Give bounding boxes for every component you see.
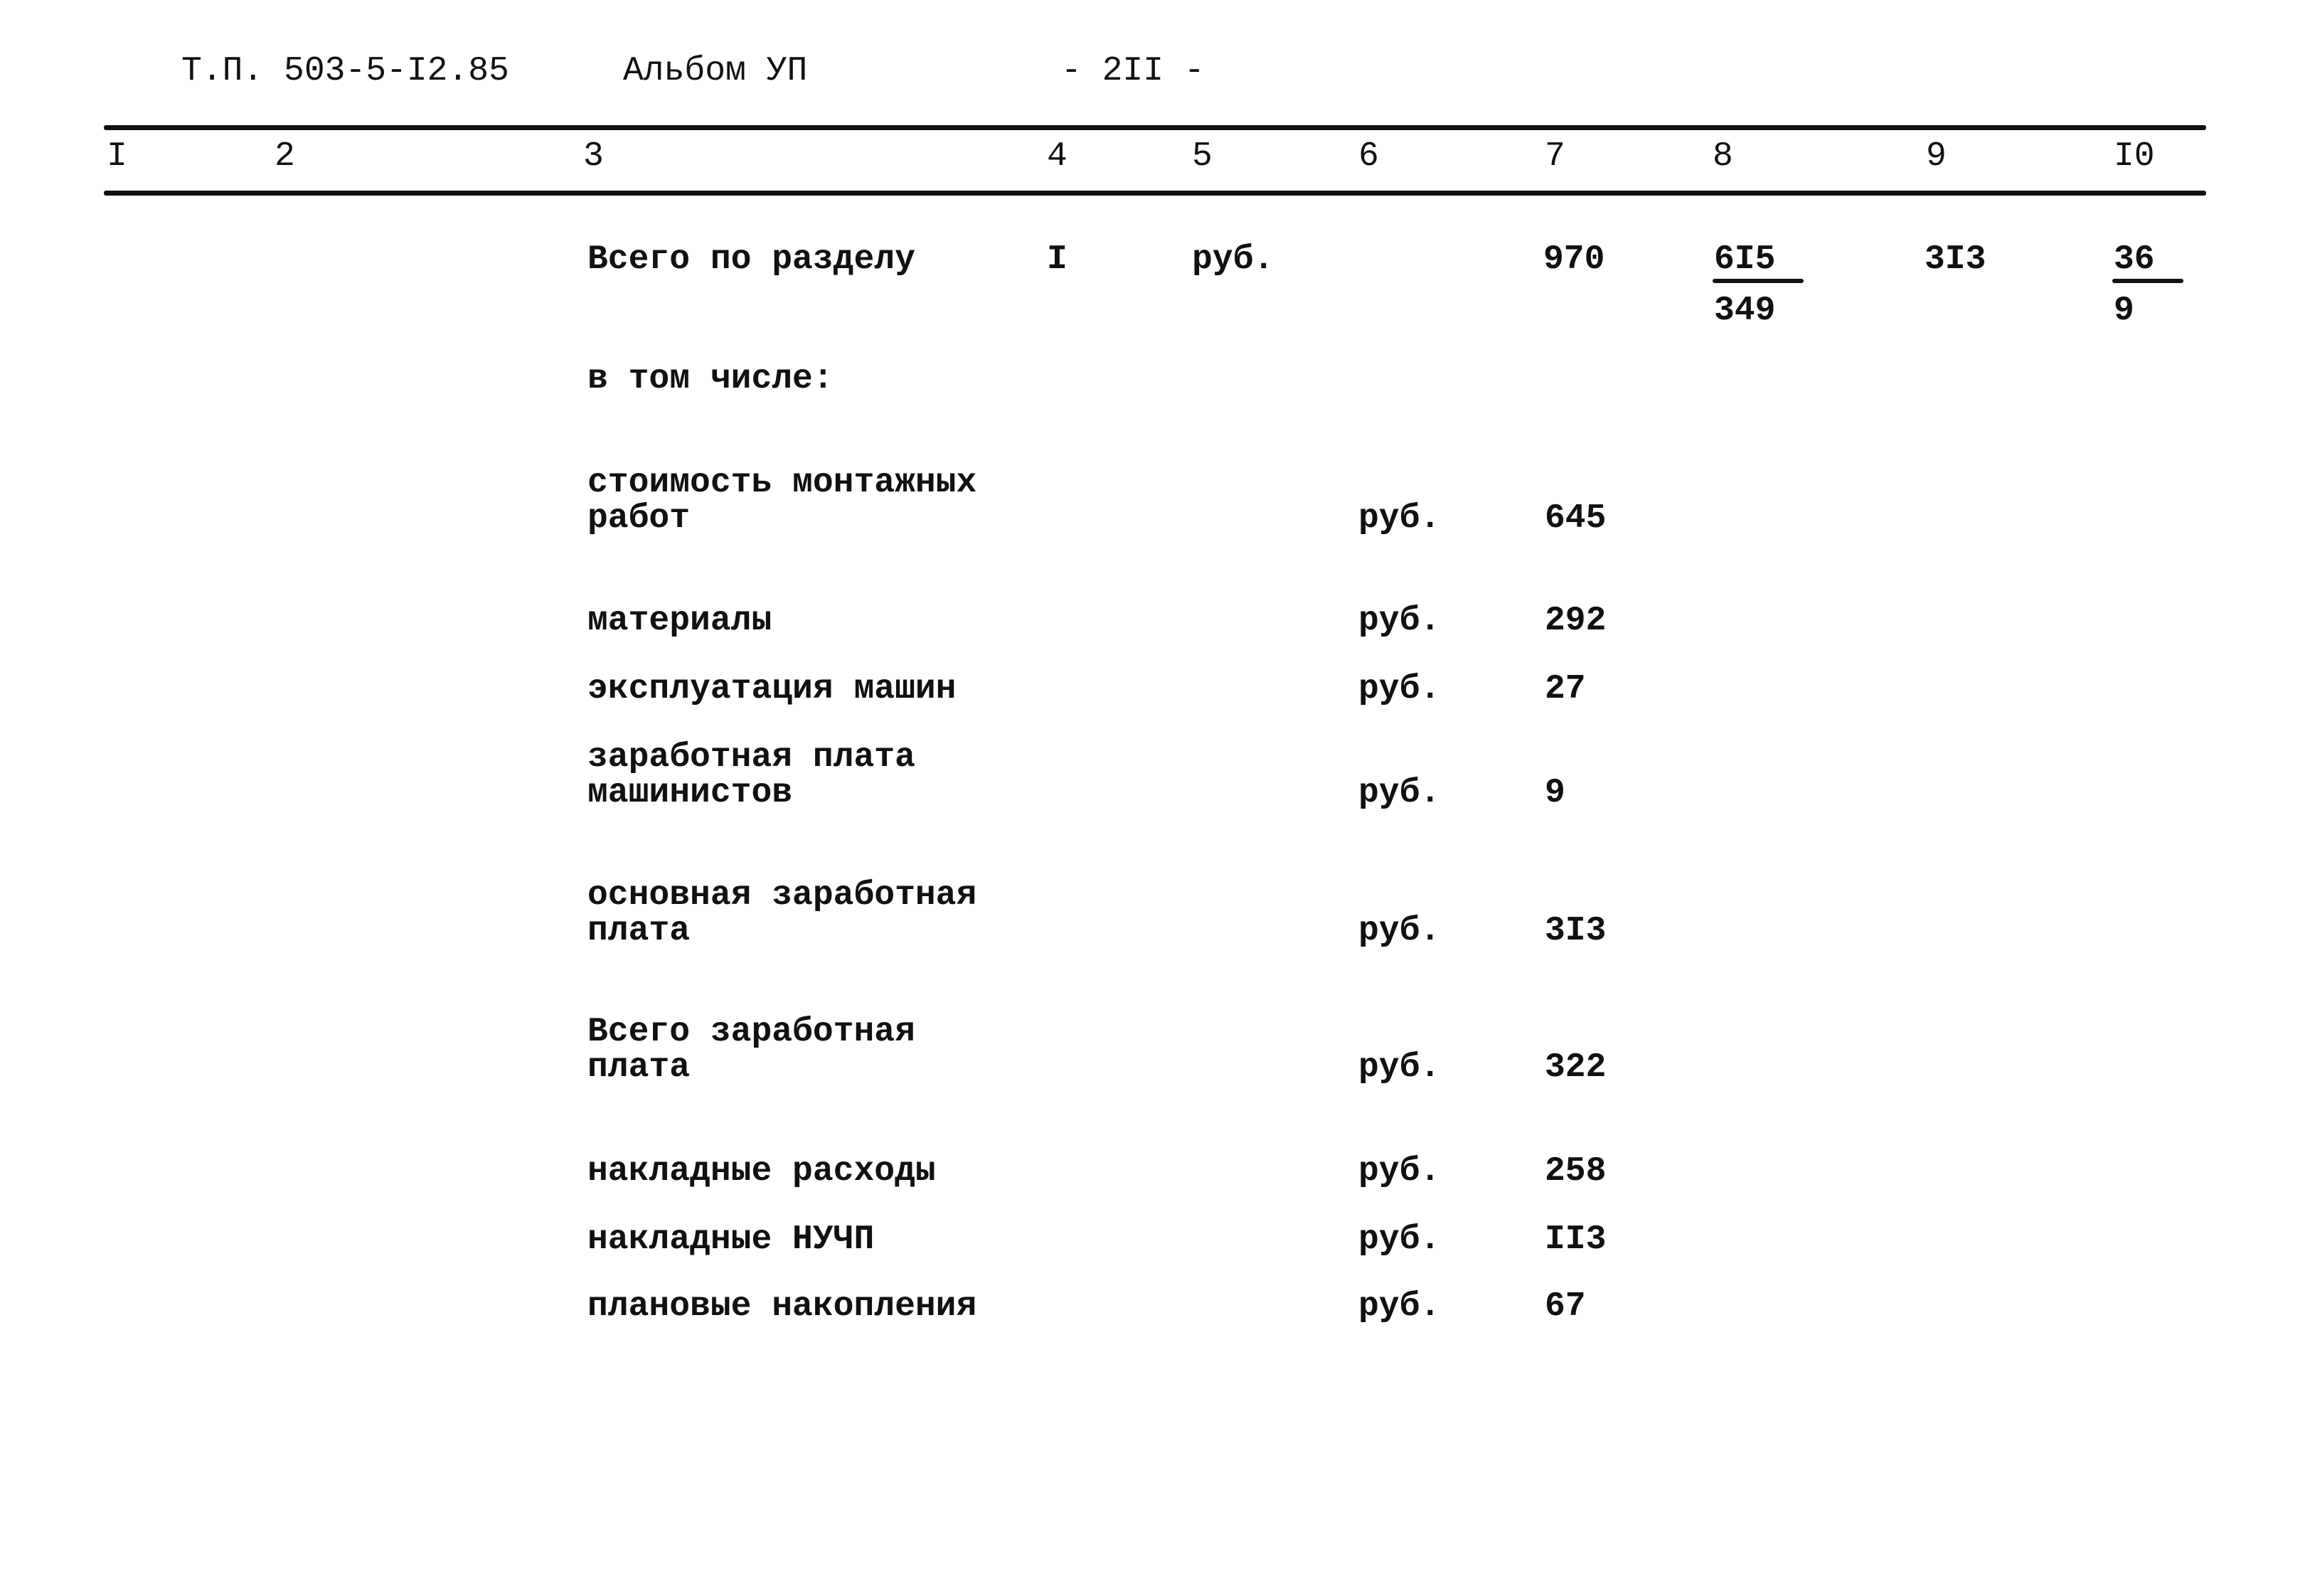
total-col4: I — [1047, 240, 1068, 279]
item-label: основная заработная — [587, 876, 977, 915]
fraction-bar — [2112, 279, 2183, 283]
item-label: накладные НУЧП — [587, 1220, 875, 1259]
total-col8-denominator: 349 — [1714, 292, 1776, 330]
total-label: Всего по разделу — [587, 240, 915, 279]
column-number: 6 — [1358, 137, 1379, 176]
column-number: 4 — [1047, 137, 1068, 176]
item-value: 9 — [1545, 774, 1565, 812]
item-value: 258 — [1545, 1152, 1607, 1191]
item-unit: руб. — [1358, 1048, 1441, 1087]
item-label: стоимость монтажных — [587, 464, 977, 502]
total-col9: 3I3 — [1925, 240, 1986, 279]
item-label-continued: машинистов — [587, 774, 793, 812]
item-value: II3 — [1545, 1220, 1607, 1259]
column-number: 3 — [583, 137, 604, 176]
item-value: 645 — [1545, 499, 1607, 538]
total-col7: 970 — [1543, 240, 1605, 279]
header-bottom-rule — [104, 191, 2206, 196]
item-label-continued: плата — [587, 912, 691, 950]
column-number: 7 — [1545, 137, 1565, 176]
doc-code: Т.П. 503-5-I2.85 — [181, 52, 509, 90]
item-unit: руб. — [1358, 1220, 1441, 1259]
item-unit: руб. — [1358, 774, 1441, 812]
header-top-rule — [104, 125, 2206, 130]
column-number: 2 — [275, 137, 295, 176]
total-col10-numerator: 36 — [2114, 240, 2155, 279]
total-unit: руб. — [1192, 240, 1274, 279]
item-label-continued: работ — [587, 499, 691, 538]
including-label: в том числе: — [587, 360, 834, 398]
item-value: 292 — [1545, 602, 1607, 640]
item-unit: руб. — [1358, 602, 1441, 640]
item-label: Всего заработная — [587, 1013, 915, 1051]
total-col10-denominator: 9 — [2114, 292, 2134, 330]
page-number: - 2II - — [1061, 52, 1205, 90]
item-value: 27 — [1545, 670, 1586, 708]
item-value: 3I3 — [1545, 912, 1607, 950]
item-unit: руб. — [1358, 1287, 1441, 1326]
column-number: 5 — [1192, 137, 1213, 176]
item-label: накладные расходы — [587, 1152, 936, 1191]
item-label-continued: плата — [587, 1048, 691, 1087]
column-number: 9 — [1926, 137, 1947, 176]
item-unit: руб. — [1358, 670, 1441, 708]
item-unit: руб. — [1358, 1152, 1441, 1191]
fraction-bar — [1713, 279, 1804, 283]
item-label: материалы — [587, 602, 772, 640]
item-unit: руб. — [1358, 499, 1441, 538]
item-label: эксплуатация машин — [587, 670, 957, 708]
item-value: 322 — [1545, 1048, 1607, 1087]
item-label: плановые накопления — [587, 1287, 977, 1326]
album-label: Альбом УП — [623, 52, 808, 90]
column-number: I0 — [2114, 137, 2155, 176]
total-col8-numerator: 6I5 — [1714, 240, 1776, 279]
column-number: I — [107, 137, 127, 176]
item-unit: руб. — [1358, 912, 1441, 950]
item-label: заработная плата — [587, 738, 915, 777]
item-value: 67 — [1545, 1287, 1586, 1326]
column-number: 8 — [1713, 137, 1733, 176]
